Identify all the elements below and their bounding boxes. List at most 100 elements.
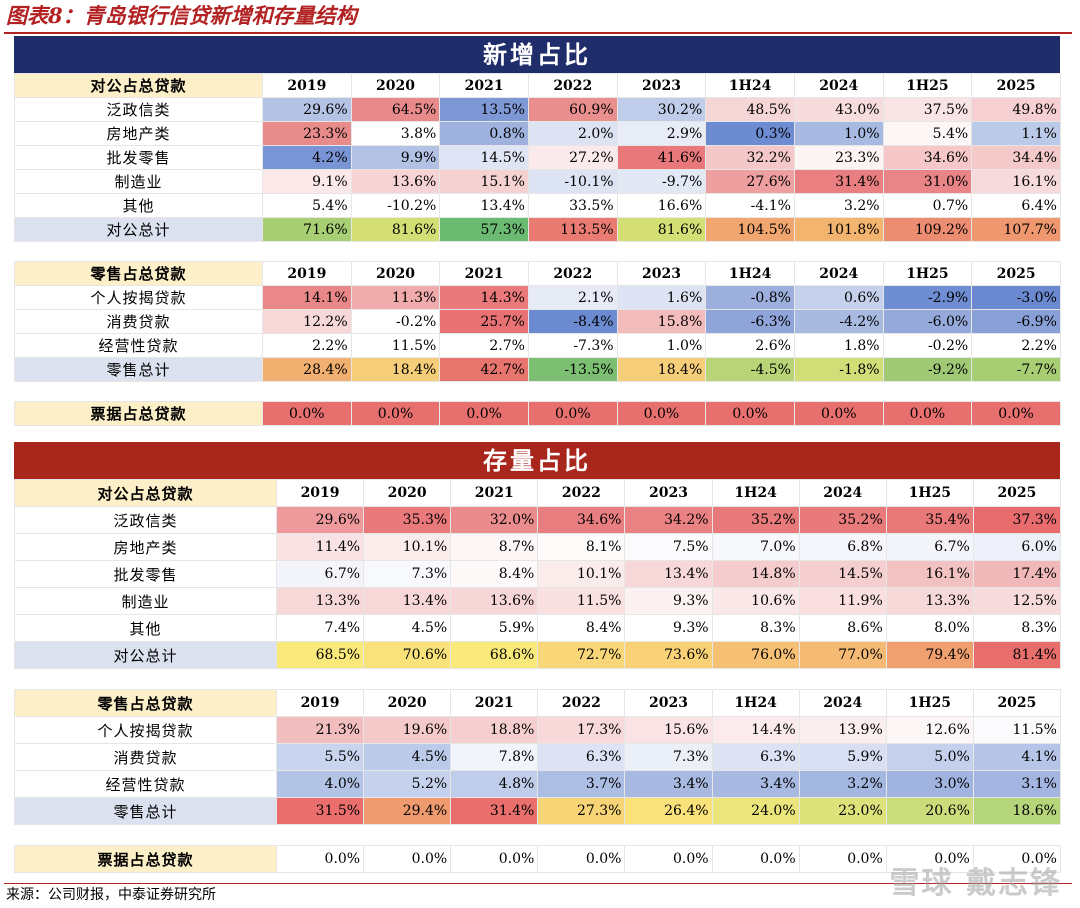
- value-cell: 16.1%: [885, 560, 974, 588]
- row-label: 零售总计: [14, 357, 263, 382]
- value-cell: 31.0%: [882, 169, 973, 194]
- value-cell: 9.9%: [350, 145, 441, 170]
- value-cell: 23.3%: [793, 145, 884, 170]
- value-cell: 12.6%: [885, 716, 974, 744]
- value-cell: 0.8%: [439, 121, 529, 146]
- value-cell: -6.3%: [705, 309, 795, 334]
- table-row: 个人按揭贷款 14.1% 11.3% 14.3% 2.1% 1.6% -0.8% 0.6% -2…: [14, 285, 1061, 310]
- value-cell: 8.3%: [972, 614, 1061, 642]
- header-row: 零售占总贷款 2019 2020 2021 2022 2023 1H24 2024 1H25 20…: [14, 261, 1061, 286]
- value-cell: -8.4%: [527, 309, 618, 334]
- spacer-cell: [625, 825, 712, 846]
- value-cell: 6.0%: [972, 533, 1061, 561]
- value-cell: 29.6%: [275, 506, 365, 534]
- value-cell: -10.2%: [350, 193, 441, 218]
- value-cell: 8.1%: [537, 533, 626, 561]
- value-cell: 1.6%: [616, 285, 707, 310]
- value-cell: 13.4%: [624, 560, 713, 588]
- value-cell: 2.2%: [971, 333, 1061, 358]
- value-cell: 18.6%: [972, 797, 1061, 825]
- row-label: 对公总计: [14, 217, 263, 242]
- value-cell: 18.4%: [616, 357, 707, 382]
- figure-title: 图表8：青岛银行信贷新增和存量结构: [6, 3, 357, 28]
- table-row: 经营性贷款 4.0% 5.2% 4.8% 3.7% 3.4% 3.4% 3.2% 3.0% 3.1…: [14, 770, 1061, 798]
- value-cell: 25.7%: [439, 309, 529, 334]
- value-cell: 0.0%: [350, 401, 441, 426]
- year-header: 1H24: [711, 689, 800, 717]
- value-cell: 73.6%: [624, 641, 713, 669]
- table-row: 房地产类 11.4% 10.1% 8.7% 8.1% 7.5% 7.0% 6.8% 6.7% 6.…: [14, 533, 1061, 561]
- value-cell: 76.0%: [711, 641, 800, 669]
- value-cell: 0.0%: [793, 401, 884, 426]
- spacer-row: [15, 669, 1061, 690]
- value-cell: 0.0%: [537, 845, 626, 873]
- value-cell: 27.6%: [705, 169, 795, 194]
- header-row: 零售占总贷款 2019 2020 2021 2022 2023 1H24 2024 1H25 20…: [14, 689, 1061, 717]
- table-row: 消费贷款 5.5% 4.5% 7.8% 6.3% 7.3% 6.3% 5.9% 5.0% 4.1%: [14, 743, 1061, 771]
- spacer-row: [15, 825, 1061, 846]
- value-cell: -1.8%: [793, 357, 884, 382]
- table-row: 房地产类 23.3% 3.8% 0.8% 2.0% 2.9% 0.3% 1.0% 5.4% 1.1…: [14, 121, 1061, 146]
- value-cell: -10.1%: [527, 169, 618, 194]
- year-header: 2020: [363, 689, 452, 717]
- value-cell: 1.0%: [616, 333, 707, 358]
- spacer-cell: [351, 382, 440, 402]
- row-label: 消费贷款: [14, 743, 277, 771]
- value-cell: 6.3%: [711, 743, 800, 771]
- group-header-label: 对公占总贷款: [14, 479, 277, 507]
- value-cell: 3.0%: [885, 770, 974, 798]
- year-header: 2021: [450, 689, 539, 717]
- value-cell: 34.6%: [537, 506, 626, 534]
- value-cell: 113.5%: [527, 217, 618, 242]
- value-cell: 71.6%: [262, 217, 352, 242]
- value-cell: 14.8%: [711, 560, 800, 588]
- spacer-cell: [617, 382, 706, 402]
- value-cell: 11.5%: [537, 587, 626, 615]
- value-cell: 29.6%: [262, 97, 352, 122]
- value-cell: -0.2%: [882, 333, 973, 358]
- year-header: 2022: [537, 479, 626, 507]
- value-cell: 6.4%: [971, 193, 1061, 218]
- row-label: 零售总计: [14, 797, 277, 825]
- value-cell: 8.4%: [537, 614, 626, 642]
- value-cell: 27.3%: [537, 797, 626, 825]
- spacer-cell: [15, 382, 263, 402]
- year-header: 1H24: [711, 479, 800, 507]
- value-cell: 31.4%: [793, 169, 884, 194]
- value-cell: 15.1%: [439, 169, 529, 194]
- year-header: 1H25: [885, 689, 974, 717]
- spacer-cell: [15, 669, 277, 690]
- value-cell: 11.4%: [275, 533, 365, 561]
- value-cell: 33.5%: [527, 193, 618, 218]
- value-cell: 81.6%: [616, 217, 707, 242]
- value-cell: 23.3%: [262, 121, 352, 146]
- spacer-cell: [625, 669, 712, 690]
- bills-label: 票据占总贷款: [14, 401, 263, 426]
- value-cell: 19.6%: [363, 716, 452, 744]
- value-cell: 14.5%: [798, 560, 887, 588]
- value-cell: 2.6%: [705, 333, 795, 358]
- spacer-row: [15, 242, 1061, 262]
- value-cell: 43.0%: [793, 97, 884, 122]
- spacer-cell: [972, 382, 1061, 402]
- table-row: 泛政信类 29.6% 35.3% 32.0% 34.6% 34.2% 35.2% 35.2% 3…: [14, 506, 1061, 534]
- value-cell: -0.2%: [350, 309, 441, 334]
- spacer-cell: [712, 825, 799, 846]
- value-cell: 7.5%: [624, 533, 713, 561]
- value-cell: 0.0%: [439, 401, 529, 426]
- row-label: 对公总计: [14, 641, 277, 669]
- value-cell: 68.6%: [450, 641, 539, 669]
- value-cell: 101.8%: [793, 217, 884, 242]
- spacer-cell: [712, 669, 799, 690]
- value-cell: 24.0%: [711, 797, 800, 825]
- row-label: 个人按揭贷款: [14, 716, 277, 744]
- year-header: 2023: [616, 261, 707, 286]
- value-cell: 8.3%: [711, 614, 800, 642]
- value-cell: 10.6%: [711, 587, 800, 615]
- spacer-cell: [451, 669, 538, 690]
- value-cell: 34.6%: [882, 145, 973, 170]
- spacer-cell: [451, 825, 538, 846]
- value-cell: 11.5%: [972, 716, 1061, 744]
- year-header: 2024: [798, 689, 887, 717]
- value-cell: 18.8%: [450, 716, 539, 744]
